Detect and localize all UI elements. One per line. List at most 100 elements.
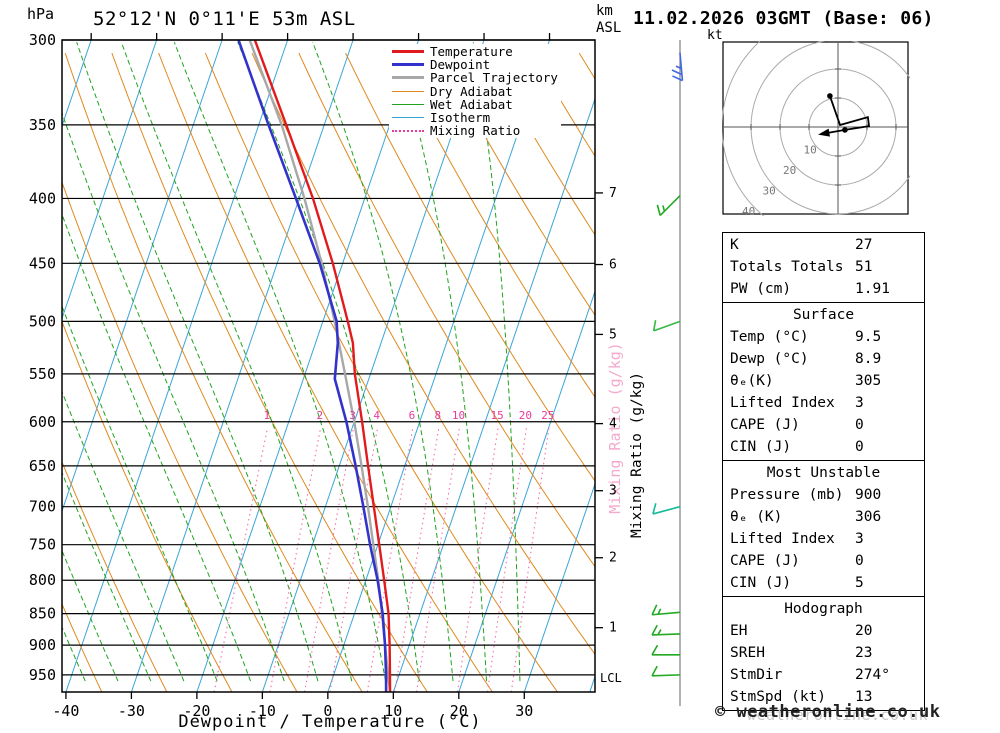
stats-row: CAPE (J) 0 [723,550,924,572]
pressure-tick-label: 550 [29,365,56,383]
stats-section-indices: K 27 Totals Totals 51 PW (cm) 1.91 [722,232,925,303]
legend-swatch [392,90,424,92]
temp-tick-label: -20 [183,702,210,720]
stats-row: Totals Totals 51 [723,256,924,278]
stats-label: Lifted Index [730,531,835,547]
pressure-tick-label: 800 [29,571,56,589]
legend-label: Mixing Ratio [430,123,521,139]
stats-section-surface: Surface Temp (°C) 9.5 Dewp (°C) 8.9 θₑ(K) 305 L… [722,302,925,461]
pressure-tick-label: 600 [29,413,56,431]
stats-label: SREH [730,645,765,661]
stats-value: 0 [855,417,864,433]
stats-label: Pressure (mb) [730,487,844,503]
stats-value: 20 [855,623,873,639]
pressure-axis-unit: hPa [27,5,55,23]
stats-section-header: Surface [792,307,855,323]
altitude-unit-km: km [596,3,613,19]
pressure-tick-label: 900 [29,636,56,654]
stats-label: CIN (J) [730,439,792,455]
legend-label: Parcel Trajectory [430,70,558,86]
pressure-tick-label: 450 [29,254,56,272]
mixing-ratio-value-label: 2 [316,409,323,422]
stats-label: CAPE (J) [730,553,800,569]
pressure-tick-label: 400 [29,189,56,207]
km-tick-label: 7 [609,186,617,201]
datetime-title: 11.02.2026 03GMT (Base: 06) [633,8,934,29]
stats-value: 9.5 [855,329,882,345]
stats-row: CIN (J) 5 [723,572,924,594]
hodograph-ring-label: 40 [742,205,755,216]
km-tick-labels: 1 2 3 4 5 6 7 [595,186,617,636]
wind-barb-848 [651,604,681,616]
pressure-tick-label: 750 [29,536,56,554]
stats-label: CIN (J) [730,575,792,591]
stats-label: Temp (°C) [730,329,809,345]
stats-label: θₑ(K) [730,373,774,389]
stats-section-header: Most Unstable [766,465,881,481]
mixing-ratio-value-label: 10 [452,409,465,422]
dry-adiabats-group [62,52,595,692]
stats-row: θₑ (K) 306 [723,506,924,528]
stats-label: Totals Totals [730,259,844,275]
mixing-ratio-value-label: 8 [435,409,442,422]
x-axis-label: Dewpoint / Temperature (°C) [178,712,482,732]
station-title: 52°12'N 0°11'E 53m ASL [93,8,356,30]
wind-barb-398 [656,195,681,217]
stats-label: StmSpd (kt) [730,689,827,705]
lcl-label: LCL [600,671,622,685]
legend-label: Temperature [430,44,513,60]
stats-label: θₑ (K) [730,509,783,525]
mixing-ratio-value-label: 3 [349,409,356,422]
legend-item-parcel-trajectory: Parcel Trajectory [392,71,558,84]
stats-row: θₑ(K) 305 [723,370,924,392]
plot-border [61,39,596,693]
legend-swatch [392,103,424,105]
hodograph-border [722,41,909,215]
stats-section-hodograph: Hodograph EH 20 SREH 23 StmDir 274° StmSpd (kt)… [722,596,925,711]
stats-value: 27 [855,237,873,253]
wind-barb-307 [671,52,684,82]
temp-tick-label: 10 [384,702,402,720]
stats-label: CAPE (J) [730,417,800,433]
stats-label: Lifted Index [730,395,835,411]
stats-row: StmSpd (kt) 13 [723,686,924,708]
mixing-ratio-axis-label: Mixing Ratio (g/kg) [629,372,645,538]
legend-swatch [392,50,424,54]
pressure-tick-label: 350 [29,116,56,134]
wind-barb-500 [652,319,681,332]
legend-item-dewpoint: Dewpoint [392,58,558,71]
pressure-tick-label: 950 [29,666,56,684]
hodograph-ring-label: 30 [762,185,775,198]
isotherms-group [62,40,595,692]
stats-row: SREH 23 [723,642,924,664]
wind-barb-950 [651,665,681,677]
pressure-tick-labels: 300 350 400 450 500 550 600 650 700 750 800 850 900 9… [29,31,56,684]
stats-tables: K 27 Totals Totals 51 PW (cm) 1.91 Surface Temp… [722,232,925,711]
stats-row: Dewp (°C) 8.9 [723,348,924,370]
stats-value: 305 [855,373,882,389]
stats-value: 306 [855,509,882,525]
stats-row: PW (cm) 1.91 [723,278,924,300]
dewpoint-curve [237,40,388,692]
hodograph: 10 20 30 40 [722,41,910,216]
hodograph-unit-label: kt [707,28,723,43]
stats-value: 51 [855,259,873,275]
pressure-tick-label: 300 [29,31,56,49]
stats-label: StmDir [730,667,783,683]
hodograph-ring-label: 10 [803,144,816,157]
wind-barb-882 [651,624,681,636]
km-tick-label: 5 [609,327,617,342]
stats-value: 0 [855,553,864,569]
temp-tick-label: -10 [249,702,276,720]
stats-value: 8.9 [855,351,882,367]
mixing-ratio-value-label: 4 [373,409,380,422]
mixing-ratio-value-label: 15 [490,409,503,422]
stats-row: CAPE (J) 0 [723,414,924,436]
stats-value: 13 [855,689,873,705]
temp-tick-label: 30 [515,702,533,720]
stats-label: PW (cm) [730,281,792,297]
temperature-curve [253,40,392,692]
stats-value: 3 [855,395,864,411]
temp-tick-label: 20 [450,702,468,720]
stats-row: Lifted Index 3 [723,528,924,550]
